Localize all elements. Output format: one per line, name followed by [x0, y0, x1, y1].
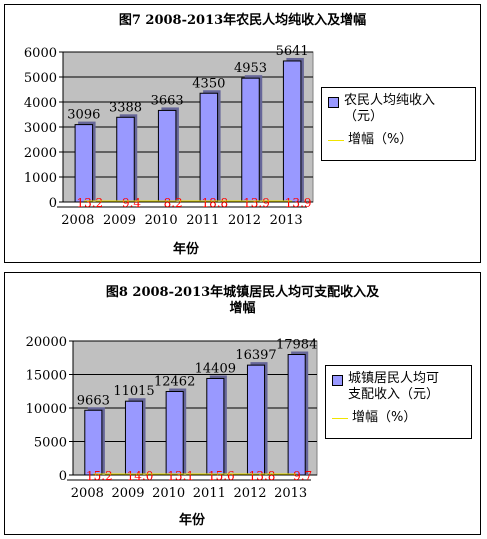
chart-1-data-label: 3388: [109, 100, 142, 115]
chart-1-svg: 0 1000 2000 3000 4000 5000 6000 3096 2008 13.2 338…: [24, 44, 314, 228]
chart-1-bar: [241, 77, 260, 203]
chart-1-x-title: 年份: [173, 242, 200, 257]
chart-2-bar: [246, 364, 266, 476]
chart-2-legend: 城镇居民人均可 支配收入（元） 增幅（%）: [325, 365, 472, 439]
chart-1-bar: [116, 116, 135, 203]
chart-1-x-tick-label: 2009: [103, 213, 136, 228]
chart-1-y-tick-label: 2000: [24, 146, 57, 161]
chart-2-bar: [84, 409, 103, 476]
chart-2-bar: [124, 400, 144, 476]
chart-2-y-tick-label: 15000: [26, 369, 67, 384]
legend-2-line-swatch: [332, 418, 348, 419]
chart-2-y-tick-label: 10000: [26, 402, 67, 417]
chart-2-y-tick-label: 20000: [26, 335, 67, 350]
chart-1-bar: [157, 109, 177, 203]
chart-2-data-label: 11015: [113, 384, 154, 399]
chart-2-x-tick-label: 2009: [111, 486, 144, 501]
chart-2-x-tick-label: 2010: [152, 486, 185, 501]
chart-1-y-tick-label: 5000: [24, 71, 57, 86]
chart-1-data-label: 4953: [234, 61, 267, 76]
chart-1-data-label: 3096: [67, 108, 100, 123]
legend-2-line-item: 增幅（%）: [332, 410, 416, 426]
chart-2-growth-label: 13.8: [249, 469, 276, 483]
chart-1-x-tick-label: 2008: [61, 213, 94, 228]
chart-2-bar: [206, 377, 225, 476]
chart-2-data-label: 16397: [235, 348, 276, 363]
chart-1-y-tick-label: 6000: [24, 46, 57, 61]
chart-1-y-tick-label: 3000: [24, 121, 57, 136]
chart-1-y-tick-label: 1000: [24, 171, 57, 186]
chart-1-x-tick-label: 2010: [145, 213, 178, 228]
chart-2-x-tick-label: 2013: [274, 486, 307, 501]
legend-2-line-label: 增幅（%）: [352, 410, 417, 425]
legend-1-line-swatch: [328, 140, 344, 141]
legend-1-bar-swatch: [328, 97, 339, 108]
chart-2-x-tick-label: 2008: [71, 486, 104, 501]
chart-2-data-label: 12462: [154, 375, 195, 390]
chart-1-data-label: 3663: [151, 93, 184, 108]
legend-2-bar-swatch: [332, 375, 343, 386]
chart-1-bar: [74, 124, 94, 203]
legend-1-bar-item: 农民人均纯收入 （元）: [328, 93, 435, 125]
chart-2-svg: 0 5000 10000 15000 20000 9663 2008 15.2 11015 200…: [26, 335, 318, 501]
chart-2-bar: [165, 391, 184, 476]
legend-1-bar-label: 农民人均纯收入 （元）: [344, 93, 436, 124]
legend-1-line-item: 增幅（%）: [328, 132, 412, 148]
chart-1-x-tick-label: 2013: [270, 213, 303, 228]
legend-2-bar-item: 城镇居民人均可 支配收入（元）: [332, 371, 439, 403]
chart-2-bar: [287, 354, 306, 476]
chart-1-bar: [199, 92, 219, 203]
chart-2-growth-label: 13.1: [167, 469, 194, 483]
chart-1-x-tick-label: 2011: [186, 213, 219, 228]
chart-2-growth-label: 14.0: [127, 469, 154, 483]
legend-1-line-label: 增幅（%）: [348, 132, 413, 147]
chart-panel-1: 图7 2008-2013年农民人均纯收入及增幅 0 1000 2000 3000 400…: [4, 4, 481, 263]
chart-1-data-label: 4350: [192, 76, 225, 91]
chart-1-growth-label: 13.9: [285, 196, 312, 210]
chart-2-data-label: 17984: [276, 338, 317, 353]
chart-2-x-title: 年份: [179, 513, 206, 528]
chart-2-growth-label: 15.2: [86, 469, 113, 483]
chart-2-data-label: 14409: [195, 361, 236, 376]
chart-1-data-label: 5641: [276, 44, 309, 59]
chart-2-x-tick-label: 2012: [233, 486, 266, 501]
chart-2-growth-label: 9.7: [293, 469, 312, 483]
chart-2-y-tick-label: 0: [59, 469, 67, 484]
chart-1-growth-label: 13.9: [243, 196, 270, 210]
chart-1-growth-label: 8.2: [164, 196, 183, 210]
chart-2-title-line2: 增幅: [229, 301, 256, 316]
chart-1-growth-label: 18.8: [201, 196, 228, 210]
chart-2-title-line1: 图8 2008-2013年城镇居民人均可支配收入及: [105, 285, 380, 300]
chart-1-growth-label: 9.4: [122, 196, 141, 210]
chart-1-bar: [282, 60, 302, 203]
chart-1-growth-label: 13.2: [76, 196, 103, 210]
chart-1-x-tick-label: 2012: [228, 213, 261, 228]
legend-2-bar-label: 城镇居民人均可 支配收入（元）: [348, 371, 440, 402]
chart-1-legend: 农民人均纯收入 （元） 增幅（%）: [321, 87, 476, 161]
chart-1-y-tick-label: 4000: [24, 96, 57, 111]
chart-2-data-label: 9663: [77, 393, 110, 408]
chart-2-x-tick-label: 2011: [193, 486, 226, 501]
chart-panel-2: 图8 2008-2013年城镇居民人均可支配收入及 增幅 0 5000 10000 1…: [4, 272, 481, 535]
chart-2-growth-label: 15.6: [208, 469, 235, 483]
chart-1-y-tick-label: 0: [49, 196, 57, 211]
chart-2-y-tick-label: 5000: [34, 436, 67, 451]
chart-1-title: 图7 2008-2013年农民人均纯收入及增幅: [118, 13, 367, 28]
